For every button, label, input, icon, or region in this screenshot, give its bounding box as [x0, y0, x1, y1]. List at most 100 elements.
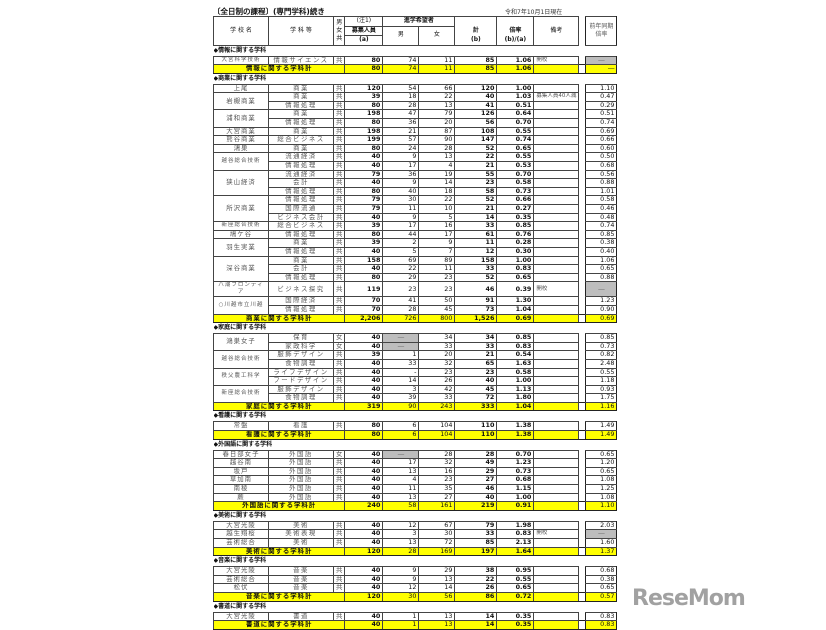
- cell-remarks: [533, 538, 580, 548]
- cell-total: 52: [454, 143, 498, 154]
- cell-dept: 音楽: [268, 574, 334, 585]
- cell-male: 13: [382, 492, 420, 503]
- cell-male: ―: [382, 341, 420, 352]
- section-total-row: 商業に関する学科計 2,206 726 800 1,526 0.69 0.69: [212, 313, 618, 324]
- section-heading: ◆看護に関する学科: [214, 411, 617, 422]
- spacer: [578, 101, 586, 110]
- cell-remarks: [533, 100, 580, 111]
- total-male: 6: [382, 430, 420, 440]
- total-ratio: 1.06: [496, 64, 535, 74]
- cell-ratio: 0.30: [496, 246, 535, 257]
- cell-male: 1: [382, 611, 420, 622]
- section-heading: ◆書道に関する学科: [214, 601, 617, 612]
- spacer: [578, 221, 586, 231]
- cell-remarks: [533, 296, 580, 306]
- table-row: 南稜 外国語共 40 11 35 46 1.15 1.25: [213, 484, 618, 494]
- cell-remarks: [533, 492, 580, 503]
- cell-total: 21: [454, 350, 498, 360]
- spacer: [578, 127, 586, 136]
- cell-female: 104: [418, 421, 456, 432]
- cell-dept: 会計: [268, 178, 334, 188]
- total-total: 219: [454, 501, 498, 511]
- section-title: ◆情報に関する学科: [213, 46, 267, 54]
- cell-dept: 情報処理: [268, 161, 334, 171]
- cell-ratio: 1.13: [496, 384, 535, 395]
- cell-prev: 0.58: [585, 195, 618, 205]
- cell-remarks: [533, 566, 580, 576]
- cell-capacity: 39: [344, 221, 384, 231]
- cell-capacity: 40: [344, 264, 384, 274]
- cell-dept: 情報処理: [268, 186, 334, 197]
- cell-remarks: [533, 152, 580, 163]
- cell-total: 108: [454, 126, 498, 137]
- header-ratio-top: [496, 16, 535, 26]
- header-capacity: 募集人員: [344, 25, 384, 36]
- table-row: 食物調理共 40 33 32 65 1.63 2.48: [214, 358, 618, 369]
- cell-dept: 外国語: [268, 475, 334, 486]
- cell-female: 16: [418, 221, 456, 231]
- cell-male: ―: [382, 449, 420, 460]
- table-row: 蕨外国語共 40 13 27 40 1.00 1.08: [213, 492, 618, 503]
- total-female: 243: [418, 401, 456, 412]
- cell-sex: 共: [332, 152, 346, 163]
- spacer: [578, 538, 586, 548]
- table-row: 食物調理共 40 39 33 72 1.80 1.75: [214, 393, 618, 403]
- cell-dept: 情報処理: [268, 246, 334, 257]
- cell-ratio: 1.04: [496, 304, 535, 315]
- cell-sex: 共: [332, 264, 346, 274]
- cell-male: 21: [382, 126, 420, 137]
- cell-sex: 共: [332, 161, 346, 171]
- spacer: [578, 187, 586, 196]
- cell-remarks: [533, 195, 580, 205]
- cell-dept: 美術: [268, 538, 334, 548]
- spacer: [578, 612, 586, 621]
- cell-ratio: 0.70: [496, 169, 535, 180]
- total-male: 726: [382, 313, 420, 324]
- cell-prev: 0.68: [585, 566, 618, 576]
- spacer: [578, 350, 586, 360]
- cell-remarks: [533, 449, 580, 460]
- cell-female: 67: [418, 520, 456, 531]
- cell-remarks: [533, 304, 580, 315]
- cell-ratio: 0.73: [496, 466, 535, 477]
- cell-total: 40: [454, 492, 498, 503]
- cell-prev: 0.51: [585, 109, 618, 120]
- cell-sex: 共: [332, 574, 346, 585]
- cell-male: 28: [382, 100, 420, 111]
- table-row: 大宮科学技術 情報サイエンス共 80 74 11 85 1.06 開校 ―: [213, 55, 618, 66]
- cell-male: 17: [382, 458, 420, 468]
- cell-female: 22: [418, 195, 456, 205]
- total-capacity: 240: [344, 501, 384, 511]
- cell-female: 29: [418, 566, 456, 576]
- cell-total: 26: [454, 583, 498, 593]
- cell-total: 33: [454, 341, 498, 352]
- section-heading: ◆家庭に関する学科: [214, 323, 617, 334]
- cell-female: 13: [418, 152, 456, 163]
- spacer: [578, 475, 586, 485]
- cell-total: 21: [454, 161, 498, 171]
- cell-prev: 2.03: [585, 520, 618, 531]
- cell-capacity: 40: [344, 376, 384, 386]
- cell-capacity: 79: [344, 204, 384, 214]
- cell-male: 11: [382, 204, 420, 214]
- cell-prev: 1.25: [585, 484, 618, 494]
- cell-capacity: 40: [344, 466, 384, 477]
- cell-sex: 女: [332, 341, 346, 352]
- cell-prev: 1.01: [585, 186, 618, 197]
- cell-prev: 0.69: [585, 126, 618, 137]
- total-male: 90: [382, 401, 420, 412]
- cell-prev: 0.38: [585, 574, 618, 585]
- total-female: 11: [418, 64, 456, 74]
- total-ratio: 0.72: [496, 591, 535, 602]
- cell-sex: 共: [332, 384, 346, 395]
- cell-total: 52: [454, 272, 498, 283]
- cell-capacity: 40: [344, 520, 384, 531]
- spacer: [578, 450, 586, 459]
- cell-prev: 0.85: [585, 333, 618, 343]
- section-title: ◆家庭に関する学科: [213, 324, 267, 332]
- cell-prev: 0.74: [585, 118, 618, 128]
- cell-dept: 商業: [268, 83, 334, 94]
- table-row: ○川越市立川越 国際経済共 70 41 50 91 1.30 1.23: [213, 296, 618, 315]
- cell-remarks: [533, 83, 580, 94]
- cell-female: 16: [418, 466, 456, 477]
